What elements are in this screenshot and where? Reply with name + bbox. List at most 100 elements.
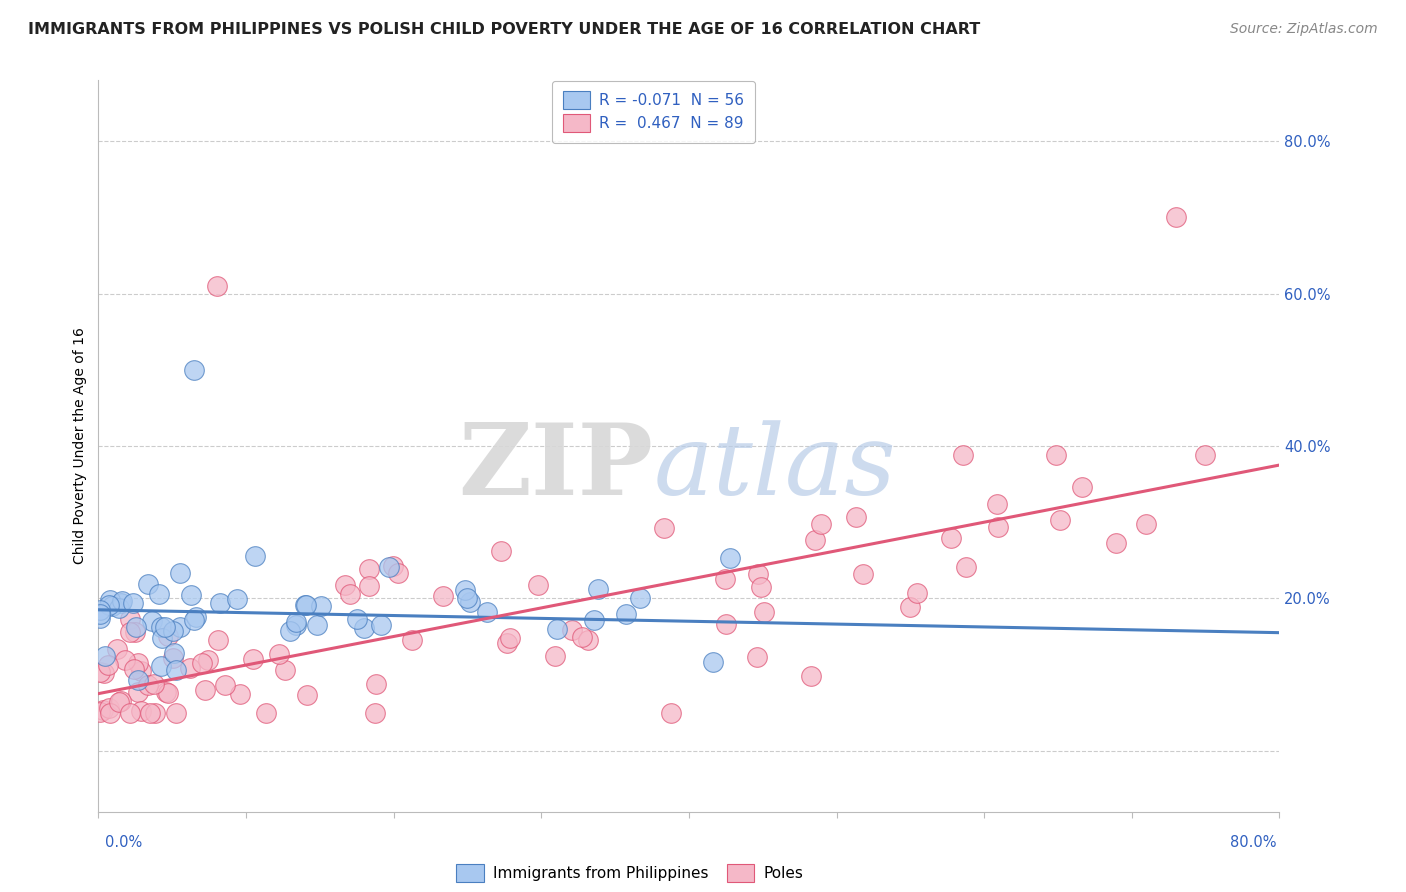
Point xyxy=(499,632,522,646)
Point xyxy=(339,587,361,601)
Point xyxy=(952,448,974,462)
Point xyxy=(155,685,177,699)
Point xyxy=(179,661,201,675)
Point xyxy=(111,594,134,608)
Point xyxy=(207,633,229,648)
Point xyxy=(905,586,928,600)
Text: atlas: atlas xyxy=(654,420,896,516)
Point xyxy=(229,687,252,701)
Point xyxy=(294,599,316,613)
Point xyxy=(1135,516,1157,531)
Point xyxy=(456,591,478,605)
Point xyxy=(136,678,159,692)
Point xyxy=(987,520,1010,534)
Point xyxy=(986,497,1008,511)
Point xyxy=(97,658,120,673)
Point xyxy=(1049,513,1071,527)
Point xyxy=(143,676,166,690)
Point xyxy=(527,578,550,592)
Point xyxy=(127,656,149,670)
Point xyxy=(652,521,675,535)
Point xyxy=(333,577,356,591)
Point xyxy=(150,659,173,673)
Point xyxy=(148,586,170,600)
Point xyxy=(149,620,172,634)
Point xyxy=(118,625,141,640)
Point xyxy=(401,632,423,647)
Point xyxy=(127,673,149,687)
Text: ZIP: ZIP xyxy=(458,419,654,516)
Point xyxy=(561,623,583,637)
Point xyxy=(98,701,121,715)
Point xyxy=(803,533,825,547)
Point xyxy=(357,562,380,576)
Point xyxy=(129,664,152,678)
Point xyxy=(139,706,162,720)
Point xyxy=(120,612,142,626)
Point xyxy=(108,601,131,615)
Point xyxy=(136,577,159,591)
Point xyxy=(162,651,184,665)
Y-axis label: Child Poverty Under the Age of 16: Child Poverty Under the Age of 16 xyxy=(73,327,87,565)
Point xyxy=(713,572,735,586)
Point xyxy=(169,620,191,634)
Point xyxy=(114,653,136,667)
Point xyxy=(89,705,111,719)
Point xyxy=(387,566,409,580)
Point xyxy=(751,580,773,594)
Point xyxy=(800,668,823,682)
Point xyxy=(714,617,737,632)
Point xyxy=(157,686,180,700)
Point xyxy=(214,677,236,691)
Point xyxy=(747,566,769,581)
Point xyxy=(208,596,231,610)
Point xyxy=(89,611,111,625)
Point xyxy=(110,694,132,708)
Point xyxy=(124,624,146,639)
Point xyxy=(745,649,768,664)
Point xyxy=(129,704,152,718)
Point xyxy=(105,641,128,656)
Point xyxy=(93,666,115,681)
Point xyxy=(357,579,380,593)
Point xyxy=(127,685,149,699)
Point xyxy=(346,612,368,626)
Point xyxy=(157,629,180,643)
Point xyxy=(382,558,405,573)
Point xyxy=(295,688,318,702)
Point xyxy=(122,662,145,676)
Point xyxy=(1164,211,1187,225)
Point xyxy=(284,618,307,632)
Point xyxy=(205,279,228,293)
Point xyxy=(191,656,214,670)
Point xyxy=(720,550,742,565)
Point xyxy=(432,589,454,603)
Point xyxy=(254,706,277,720)
Point xyxy=(544,648,567,663)
Point xyxy=(165,706,187,720)
Point xyxy=(1071,480,1094,494)
Point xyxy=(110,597,132,611)
Point xyxy=(378,559,401,574)
Point xyxy=(274,663,297,677)
Point xyxy=(295,598,318,612)
Point xyxy=(101,599,124,613)
Point xyxy=(143,706,166,720)
Point xyxy=(1194,448,1216,462)
Point xyxy=(186,609,208,624)
Legend: Immigrants from Philippines, Poles: Immigrants from Philippines, Poles xyxy=(450,858,810,888)
Point xyxy=(98,598,121,612)
Point xyxy=(844,510,866,524)
Point xyxy=(162,624,184,638)
Point xyxy=(366,677,388,691)
Point xyxy=(496,636,519,650)
Point xyxy=(169,566,191,580)
Point xyxy=(475,606,498,620)
Point xyxy=(370,618,392,632)
Point xyxy=(305,618,328,632)
Point xyxy=(453,583,475,598)
Point xyxy=(955,559,977,574)
Point xyxy=(311,599,333,613)
Point xyxy=(163,646,186,660)
Point xyxy=(489,544,512,558)
